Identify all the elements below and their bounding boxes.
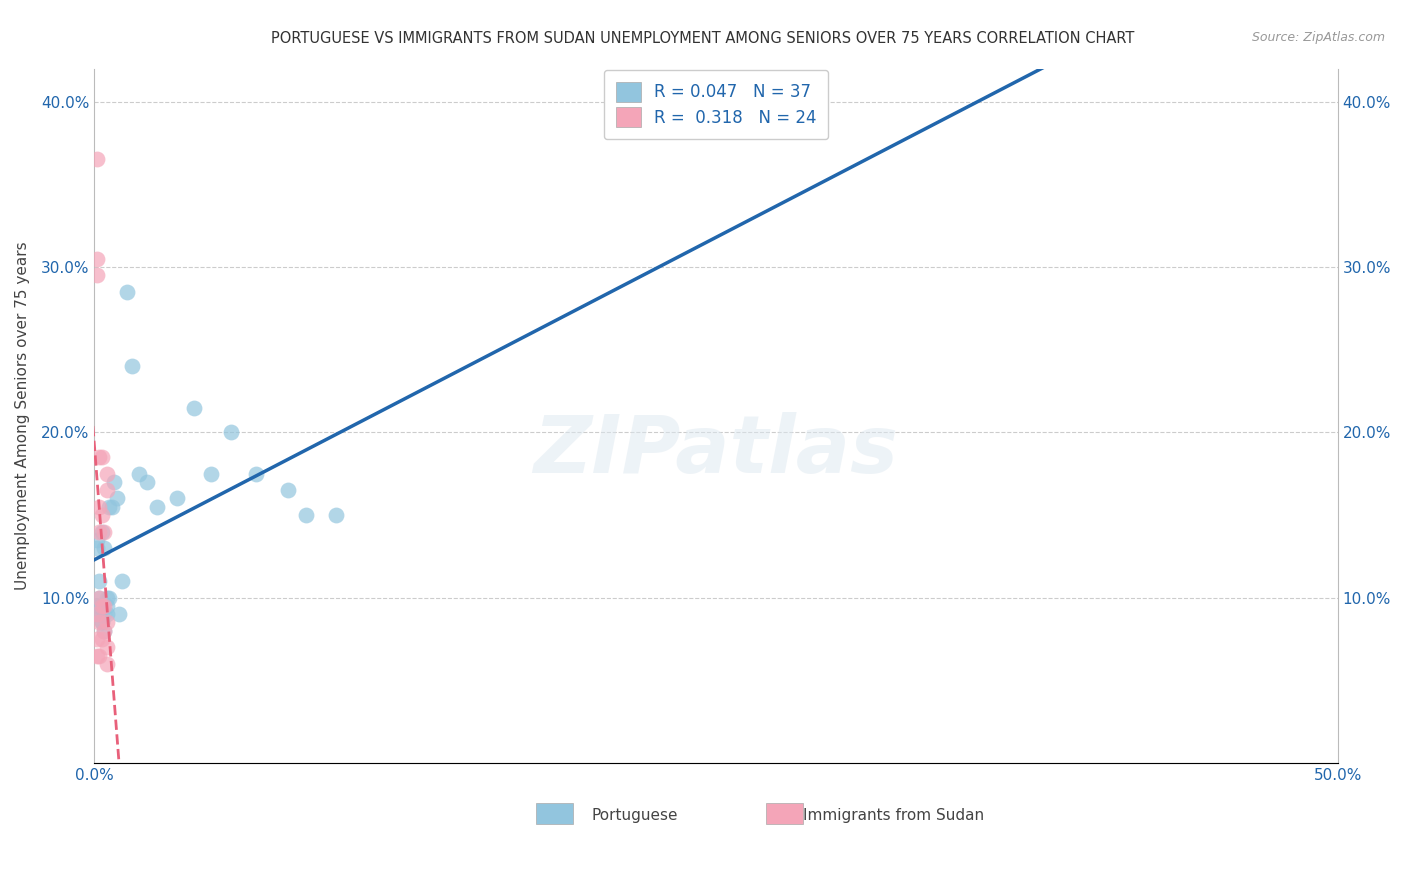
Point bbox=[115, 285, 138, 299]
Point bbox=[105, 491, 128, 506]
Point bbox=[200, 467, 222, 481]
Point bbox=[245, 467, 267, 481]
Point bbox=[96, 483, 118, 498]
Point bbox=[295, 508, 318, 522]
Point bbox=[96, 640, 118, 655]
Point bbox=[90, 599, 112, 613]
Point bbox=[183, 401, 205, 415]
Point bbox=[89, 648, 111, 663]
Point bbox=[277, 483, 299, 498]
Point bbox=[90, 599, 112, 613]
Point bbox=[166, 491, 188, 506]
Point bbox=[128, 467, 150, 481]
Point bbox=[90, 632, 112, 646]
Point bbox=[96, 607, 118, 622]
Point bbox=[96, 615, 118, 630]
Point bbox=[86, 252, 108, 266]
Point bbox=[90, 615, 112, 630]
Point bbox=[135, 475, 157, 489]
Point bbox=[86, 632, 108, 646]
Point bbox=[90, 508, 112, 522]
Point bbox=[145, 500, 167, 514]
Point bbox=[93, 524, 115, 539]
Point bbox=[86, 648, 108, 663]
Point bbox=[93, 624, 115, 638]
Point bbox=[90, 450, 112, 464]
Point bbox=[86, 533, 108, 547]
Point bbox=[103, 475, 125, 489]
Point bbox=[89, 607, 111, 622]
Point bbox=[86, 599, 108, 613]
Point bbox=[86, 268, 108, 283]
Point bbox=[89, 450, 111, 464]
Point bbox=[98, 591, 121, 605]
Text: Immigrants from Sudan: Immigrants from Sudan bbox=[803, 807, 984, 822]
Point bbox=[89, 607, 111, 622]
Point bbox=[89, 500, 111, 514]
Point bbox=[93, 624, 115, 638]
Point bbox=[96, 467, 118, 481]
Point bbox=[89, 524, 111, 539]
Legend: R = 0.047   N = 37, R =  0.318   N = 24: R = 0.047 N = 37, R = 0.318 N = 24 bbox=[605, 70, 828, 139]
Text: ZIPatlas: ZIPatlas bbox=[533, 411, 898, 490]
Point bbox=[101, 500, 124, 514]
Point bbox=[219, 425, 242, 440]
Point bbox=[108, 607, 131, 622]
Point bbox=[96, 599, 118, 613]
Point bbox=[89, 591, 111, 605]
Point bbox=[93, 599, 115, 613]
Point bbox=[96, 591, 118, 605]
Point bbox=[86, 607, 108, 622]
Point bbox=[86, 541, 108, 555]
Point bbox=[89, 591, 111, 605]
FancyBboxPatch shape bbox=[766, 804, 803, 824]
Text: PORTUGUESE VS IMMIGRANTS FROM SUDAN UNEMPLOYMENT AMONG SENIORS OVER 75 YEARS COR: PORTUGUESE VS IMMIGRANTS FROM SUDAN UNEM… bbox=[271, 31, 1135, 46]
Text: Portuguese: Portuguese bbox=[592, 807, 678, 822]
Point bbox=[86, 153, 108, 167]
Point bbox=[90, 524, 112, 539]
FancyBboxPatch shape bbox=[536, 804, 574, 824]
Point bbox=[98, 500, 121, 514]
Point bbox=[90, 615, 112, 630]
Point bbox=[89, 574, 111, 589]
Text: Source: ZipAtlas.com: Source: ZipAtlas.com bbox=[1251, 31, 1385, 45]
Y-axis label: Unemployment Among Seniors over 75 years: Unemployment Among Seniors over 75 years bbox=[15, 242, 30, 591]
Point bbox=[121, 359, 143, 374]
Point bbox=[93, 541, 115, 555]
Point bbox=[89, 615, 111, 630]
Point bbox=[325, 508, 347, 522]
Point bbox=[111, 574, 134, 589]
Point bbox=[96, 657, 118, 671]
Point bbox=[93, 607, 115, 622]
